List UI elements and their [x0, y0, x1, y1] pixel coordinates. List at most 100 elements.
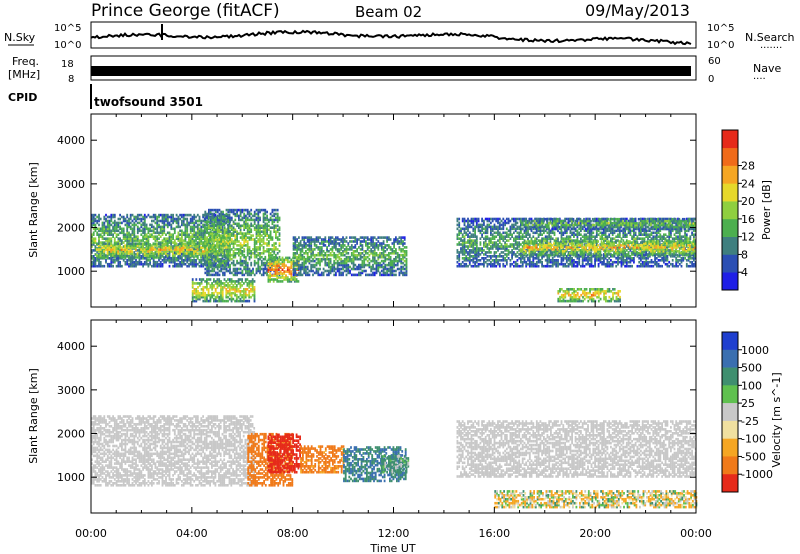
freq-left-tick-bottom: 8 — [68, 74, 74, 85]
data-cell — [227, 232, 230, 235]
data-cell — [221, 225, 224, 229]
data-cell — [182, 260, 185, 264]
data-cell — [239, 299, 242, 303]
data-cell — [156, 235, 159, 238]
data-cell — [200, 252, 202, 255]
data-cell — [544, 239, 547, 242]
data-cell — [206, 299, 208, 303]
data-cell — [388, 261, 390, 265]
data-cell — [342, 253, 344, 257]
data-cell — [458, 221, 461, 225]
data-cell — [479, 229, 482, 233]
data-cell — [527, 239, 529, 242]
data-cell — [319, 259, 321, 263]
data-cell — [281, 262, 284, 266]
data-cell — [161, 259, 164, 262]
data-cell — [361, 240, 364, 243]
data-cell — [124, 250, 127, 253]
data-cell — [246, 224, 249, 228]
data-cell — [393, 250, 395, 253]
data-cell — [338, 250, 341, 253]
data-cell — [168, 233, 171, 236]
data-cell — [373, 244, 376, 247]
data-cell — [246, 232, 249, 235]
data-cell — [253, 261, 256, 265]
data-cell — [248, 238, 251, 241]
data-cell — [340, 263, 343, 267]
data-cell — [463, 229, 466, 233]
data-cell — [191, 259, 194, 262]
data-cell — [483, 223, 485, 227]
data-cell — [313, 242, 316, 245]
data-cell — [122, 237, 125, 240]
data-cell — [251, 280, 254, 283]
data-cell — [200, 239, 203, 242]
data-cell — [218, 240, 221, 243]
data-cell — [537, 257, 540, 260]
data-cell — [380, 269, 383, 273]
data-cell — [539, 259, 542, 262]
data-cell — [564, 231, 566, 235]
data-cell — [340, 261, 343, 265]
data-cell — [405, 261, 408, 265]
data-cell — [243, 297, 245, 301]
data-cell — [96, 264, 99, 268]
data-cell — [259, 226, 261, 229]
data-cell — [463, 231, 466, 235]
data-cell — [168, 215, 171, 219]
data-cell — [253, 210, 256, 214]
data-cell — [243, 288, 245, 291]
data-cell — [200, 225, 203, 229]
data-cell — [293, 278, 296, 281]
data-cell — [135, 253, 137, 256]
data-cell — [209, 216, 212, 220]
data-cell — [198, 297, 201, 301]
data-cell — [209, 226, 212, 229]
data-cell — [96, 254, 98, 257]
data-cell — [386, 271, 388, 275]
data-cell — [534, 237, 536, 240]
data-cell — [227, 261, 230, 265]
data-cell — [500, 255, 503, 258]
data-cell — [276, 220, 279, 224]
data-cell — [493, 245, 496, 248]
data-cell — [474, 229, 476, 233]
data-cell — [189, 244, 192, 247]
data-cell — [458, 225, 461, 229]
data-cell — [333, 255, 336, 259]
data-cell — [235, 284, 238, 287]
data-cell — [227, 253, 230, 257]
data-cell — [149, 229, 151, 233]
data-cell — [216, 259, 219, 263]
data-cell — [163, 248, 165, 251]
data-cell — [154, 264, 157, 268]
power-band — [204, 208, 281, 277]
data-cell — [372, 236, 374, 239]
data-cell — [294, 271, 297, 275]
data-cell — [245, 226, 247, 229]
data-cell — [105, 225, 107, 229]
data-cell — [223, 278, 226, 281]
data-cell — [298, 246, 300, 249]
data-cell — [234, 238, 237, 241]
data-cell — [211, 267, 214, 271]
data-cell — [377, 253, 380, 257]
data-cell — [177, 243, 180, 246]
data-cell — [246, 228, 249, 231]
data-cell — [331, 236, 334, 239]
data-cell — [173, 231, 176, 235]
data-cell — [324, 253, 327, 257]
data-cell — [191, 297, 194, 301]
data-cell — [504, 237, 506, 240]
data-cell — [468, 223, 471, 227]
data-cell — [373, 253, 376, 257]
data-cell — [366, 255, 369, 259]
data-cell — [298, 265, 300, 269]
data-cell — [202, 213, 204, 217]
data-cell — [237, 282, 240, 285]
data-cell — [117, 239, 120, 242]
data-cell — [486, 229, 489, 233]
data-cell — [380, 244, 383, 247]
data-cell — [315, 253, 318, 257]
data-cell — [230, 240, 233, 243]
